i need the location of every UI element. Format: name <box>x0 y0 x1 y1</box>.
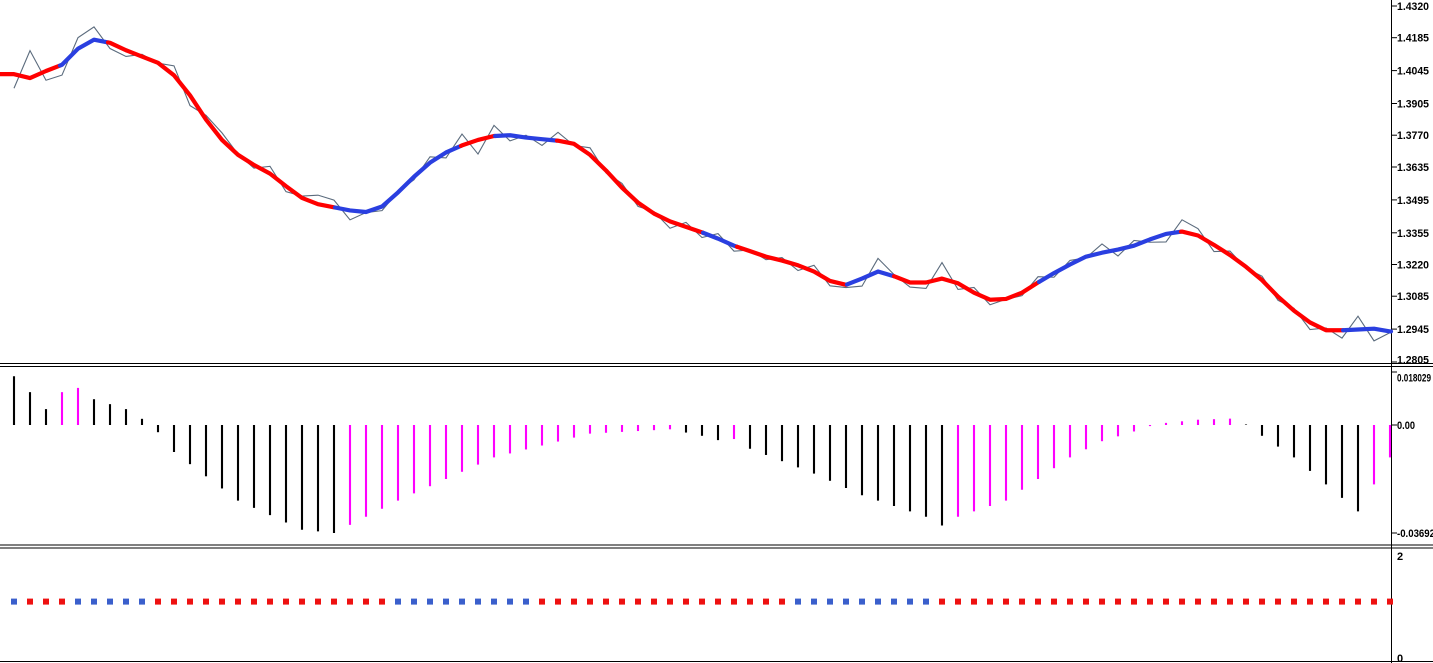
svg-text:1.4320: 1.4320 <box>1397 1 1429 13</box>
svg-text:-0.03692: -0.03692 <box>1397 528 1433 540</box>
svg-text:1.2805: 1.2805 <box>1397 355 1429 367</box>
svg-text:1.3770: 1.3770 <box>1397 130 1429 142</box>
svg-text:1.3355: 1.3355 <box>1397 228 1429 240</box>
svg-text:0.018029: 0.018029 <box>1397 373 1431 385</box>
svg-text:1.3085: 1.3085 <box>1397 291 1429 303</box>
svg-text:1.3220: 1.3220 <box>1397 260 1429 272</box>
svg-text:1.2945: 1.2945 <box>1397 324 1429 336</box>
svg-text:0: 0 <box>1397 653 1403 663</box>
svg-text:0.00: 0.00 <box>1397 420 1415 432</box>
svg-text:1.3905: 1.3905 <box>1397 99 1429 111</box>
svg-text:2: 2 <box>1397 551 1403 563</box>
svg-text:1.4185: 1.4185 <box>1397 33 1429 45</box>
svg-text:1.3635: 1.3635 <box>1397 162 1429 174</box>
svg-text:1.4045: 1.4045 <box>1397 66 1429 78</box>
svg-text:1.3495: 1.3495 <box>1397 195 1429 207</box>
